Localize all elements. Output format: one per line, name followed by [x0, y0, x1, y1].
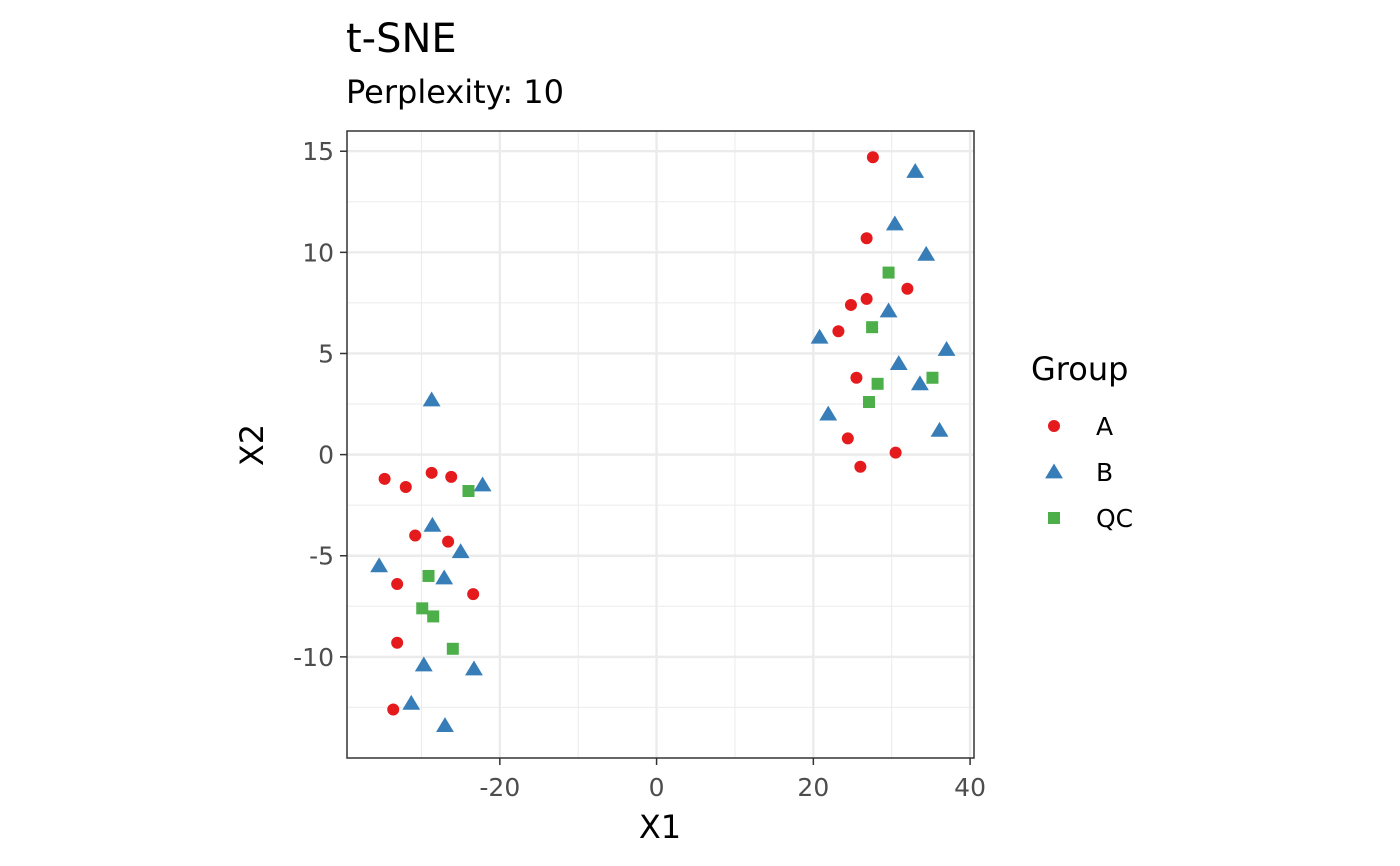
chart-subtitle: Perplexity: 10	[346, 73, 564, 111]
y-tick-label: 15	[302, 137, 334, 166]
point-a	[425, 466, 438, 479]
point-a	[391, 578, 404, 591]
point-b	[451, 543, 470, 559]
plot-area	[346, 130, 975, 759]
point-qc	[427, 610, 440, 623]
x-axis-title: X1	[639, 808, 681, 846]
point-qc	[422, 569, 435, 582]
point-a	[378, 472, 391, 485]
point-a	[866, 151, 879, 164]
point-qc	[446, 642, 459, 655]
legend-label-a: A	[1096, 412, 1113, 441]
point-b	[889, 355, 908, 370]
legend: Group AB QC	[1031, 350, 1133, 533]
minor-gridlines	[347, 131, 974, 758]
point-qc	[866, 321, 879, 334]
y-axis-title: X2	[233, 424, 271, 466]
point-b	[906, 162, 925, 178]
x-tick-label: 0	[649, 773, 665, 802]
point-a	[850, 371, 863, 384]
point-b	[930, 421, 949, 437]
legend-label-qc: QC	[1096, 504, 1133, 533]
point-b	[473, 476, 492, 492]
legend-title: Group	[1031, 350, 1128, 388]
point-b	[435, 569, 454, 585]
x-tick-label: -20	[479, 773, 520, 802]
point-b	[885, 215, 904, 231]
point-b	[402, 694, 421, 710]
point-qc	[926, 371, 939, 384]
major-gridlines	[347, 131, 974, 758]
point-b	[436, 717, 454, 733]
point-a	[391, 636, 404, 649]
point-b	[422, 391, 441, 407]
y-tick-label: 5	[318, 339, 334, 368]
point-a	[844, 298, 857, 311]
y-tick-label: 0	[318, 441, 334, 470]
legend-items: AB QC	[1045, 412, 1133, 533]
legend-key-a	[1048, 420, 1060, 432]
x-axis-ticks: -20 0 20 40	[479, 758, 986, 802]
point-b	[937, 340, 956, 356]
y-tick-label: -10	[293, 643, 334, 672]
point-a	[442, 535, 455, 548]
point-qc	[871, 377, 884, 390]
point-a	[399, 480, 412, 493]
point-a	[832, 325, 845, 338]
legend-key-b	[1045, 463, 1063, 479]
point-a	[889, 446, 902, 459]
point-a	[841, 432, 854, 445]
plot-border	[346, 130, 975, 759]
plot-background	[347, 131, 974, 758]
y-axis-ticks: 15 10 5 0 -5 -10	[293, 137, 347, 672]
point-qc	[862, 396, 875, 409]
chart-title: t-SNE	[346, 16, 457, 62]
x-tick-label: 40	[954, 773, 986, 802]
point-b	[370, 557, 389, 573]
point-b	[819, 405, 838, 421]
point-qc	[462, 485, 475, 498]
point-b	[917, 245, 936, 261]
point-a	[854, 460, 867, 473]
legend-key-qc	[1048, 512, 1060, 524]
point-a	[409, 529, 422, 542]
point-a	[387, 703, 400, 716]
point-a	[467, 588, 480, 601]
point-b	[810, 328, 829, 344]
point-a	[901, 282, 914, 295]
x-tick-label: 20	[797, 773, 829, 802]
point-qc	[416, 602, 429, 615]
point-b	[879, 302, 898, 318]
point-a	[860, 292, 873, 305]
point-a	[860, 232, 873, 245]
y-tick-label: -5	[309, 542, 334, 571]
point-b	[423, 516, 442, 532]
point-b	[465, 660, 483, 676]
point-b	[414, 656, 433, 672]
point-qc	[882, 266, 895, 279]
legend-label-b: B	[1096, 458, 1113, 487]
data-points	[370, 151, 956, 733]
point-a	[445, 470, 458, 483]
y-tick-label: 10	[302, 238, 334, 267]
point-b	[910, 375, 929, 391]
